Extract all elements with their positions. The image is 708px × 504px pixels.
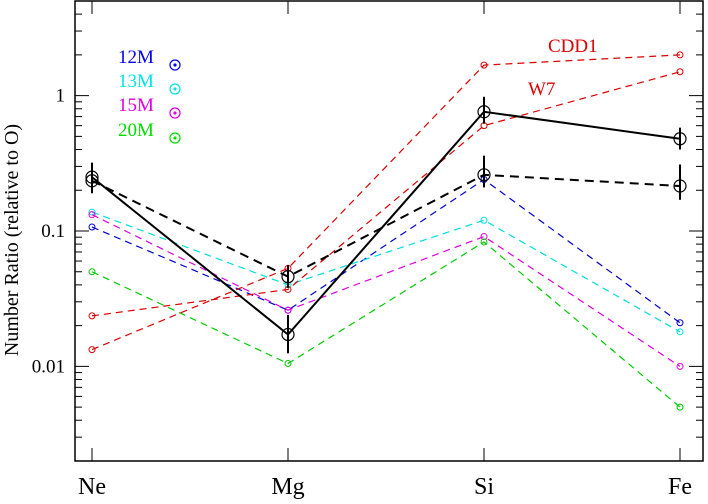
data-point [480, 61, 488, 69]
series-line [91, 71, 681, 317]
solar-mass-dot [173, 87, 177, 91]
solar-mass-dot [173, 111, 177, 115]
y-axis-label: Number Ratio (relative to O) [1, 124, 23, 356]
series-line [91, 54, 681, 351]
solar-mass-icon [169, 132, 181, 144]
data-point [480, 216, 488, 224]
series-line [91, 178, 681, 324]
series-5 [88, 68, 684, 320]
data-point [673, 132, 687, 146]
data-point [88, 223, 96, 231]
data-point [676, 403, 684, 411]
series-line [91, 214, 681, 367]
y-tick-label: 1 [56, 86, 66, 107]
legend-label: 20M [118, 120, 154, 141]
solar-mass-icon [169, 83, 181, 95]
series-line [91, 211, 681, 333]
series-3 [88, 238, 684, 411]
data-point [284, 306, 292, 314]
series-0 [88, 176, 684, 327]
data-point [281, 327, 295, 342]
series-line [91, 173, 681, 278]
data-point [284, 360, 292, 368]
series-line [91, 241, 681, 408]
label-layer: 0.01 0.1 1 Ne Mg Si Fe 12M 13M 15M 20M CDD1 W7 [32, 36, 692, 500]
data-point [85, 174, 99, 188]
x-tick-label: Mg [271, 474, 304, 500]
legend-label: 13M [118, 71, 154, 92]
data-point [88, 346, 96, 354]
data-point [477, 168, 491, 182]
solar-mass-icon [169, 59, 181, 71]
data-point [281, 270, 295, 284]
data-point [676, 362, 684, 370]
data-point [88, 268, 96, 276]
y-tick-label: 0.01 [32, 356, 65, 377]
series-1 [88, 208, 684, 336]
data-point [676, 328, 684, 336]
solar-mass-dot [173, 63, 177, 67]
annotation-label: W7 [528, 79, 555, 100]
y-tick-label: 0.1 [41, 221, 65, 242]
data-point [88, 211, 96, 219]
series-2 [88, 211, 684, 370]
data-point [477, 105, 491, 119]
series-7 [85, 155, 687, 288]
axis-ticks [75, 0, 703, 462]
series-layer [85, 51, 687, 411]
data-point [673, 179, 687, 193]
data-point [480, 233, 488, 241]
legend-label: 12M [118, 47, 154, 68]
x-tick-label: Fe [668, 474, 692, 500]
x-tick-label: Si [474, 474, 494, 500]
series-line [91, 110, 681, 336]
data-point [676, 68, 684, 76]
plot-frame [74, 0, 704, 462]
x-tick-label: Ne [78, 474, 106, 500]
data-point [480, 238, 488, 246]
solar-mass-dot [173, 136, 177, 140]
legend-label: 15M [118, 95, 154, 116]
annotation-label: CDD1 [548, 36, 598, 57]
data-point [676, 51, 684, 59]
data-point [88, 312, 96, 320]
series-4 [88, 51, 684, 354]
data-point [676, 319, 684, 327]
solar-mass-icon [169, 107, 181, 119]
